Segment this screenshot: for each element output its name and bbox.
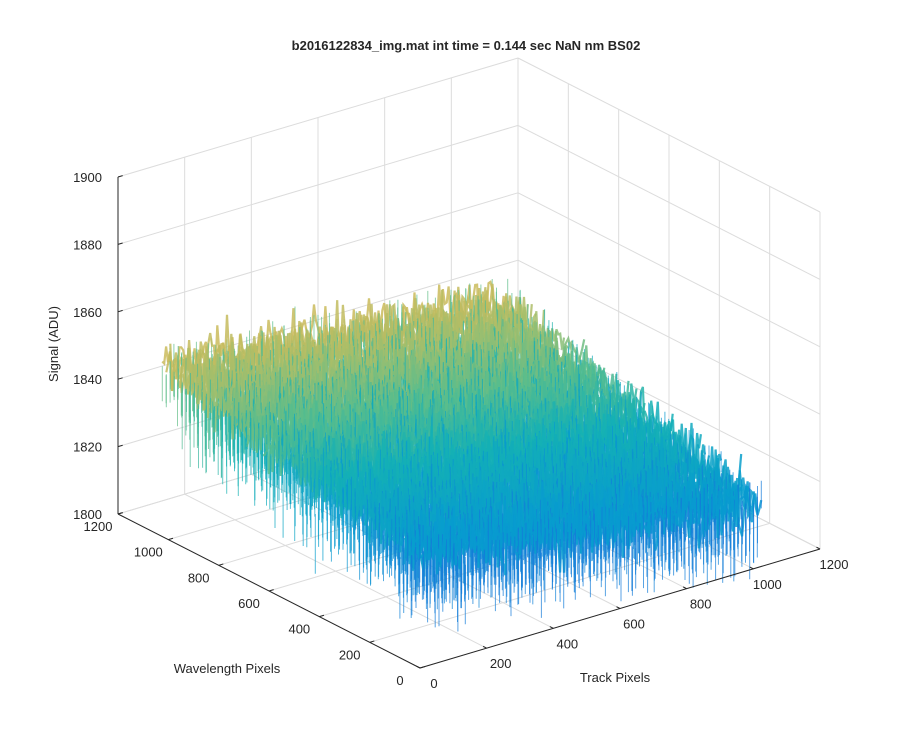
x-tick [549,626,554,629]
y-tick-label: 200 [339,647,361,662]
y-tick-label: 0 [396,673,403,688]
x-tick-label: 600 [623,617,645,632]
z-tick [117,242,123,245]
x-tick [416,665,421,669]
y-tick-label: 400 [288,622,310,637]
y-tick [369,640,375,643]
y-tick [319,614,325,618]
x-tick-label: 1200 [820,557,849,572]
x-tick [816,546,821,550]
z-tick-label: 1800 [73,507,102,522]
y-axis-label: Wavelength Pixels [174,661,281,676]
x-tick [682,586,687,590]
z-tick-label: 1880 [73,237,102,252]
chart-title: b2016122834_img.mat int time = 0.144 sec… [292,38,641,53]
x-axis-label: Track Pixels [580,670,651,685]
x-tick [749,566,754,570]
z-tick [117,512,123,515]
y-tick [218,563,224,566]
axes [117,175,821,669]
x-tick-label: 0 [430,676,437,691]
z-tick-label: 1840 [73,372,102,387]
z-tick-label: 1860 [73,305,102,320]
x-tick-label: 1000 [753,577,782,592]
x-tick [616,606,621,609]
y-tick-label: 800 [188,570,210,585]
y-tick-label: 600 [238,596,260,611]
x-tick [482,645,487,649]
z-tick [117,175,123,178]
x-tick-label: 800 [690,597,712,612]
z-tick [117,309,123,313]
z-tick [117,444,123,448]
x-tick-label: 400 [556,636,578,651]
y-tick [268,589,274,592]
x-tick-label: 200 [490,656,512,671]
y-tick-label: 1000 [134,545,163,560]
z-tick [117,377,123,380]
y-tick [168,537,174,541]
y-tick-label: 1200 [84,519,113,534]
y-tick [419,666,425,669]
z-tick-label: 1900 [73,170,102,185]
z-axis-label: Signal (ADU) [46,306,61,382]
z-tick-label: 1820 [73,440,102,455]
surface [161,278,763,632]
surface-spikes [419,480,762,632]
tick-labels: 0 200 400 600 800 1000 1200 0 200 400 600 800 1000 12… [73,170,848,691]
surface-row [173,287,517,389]
